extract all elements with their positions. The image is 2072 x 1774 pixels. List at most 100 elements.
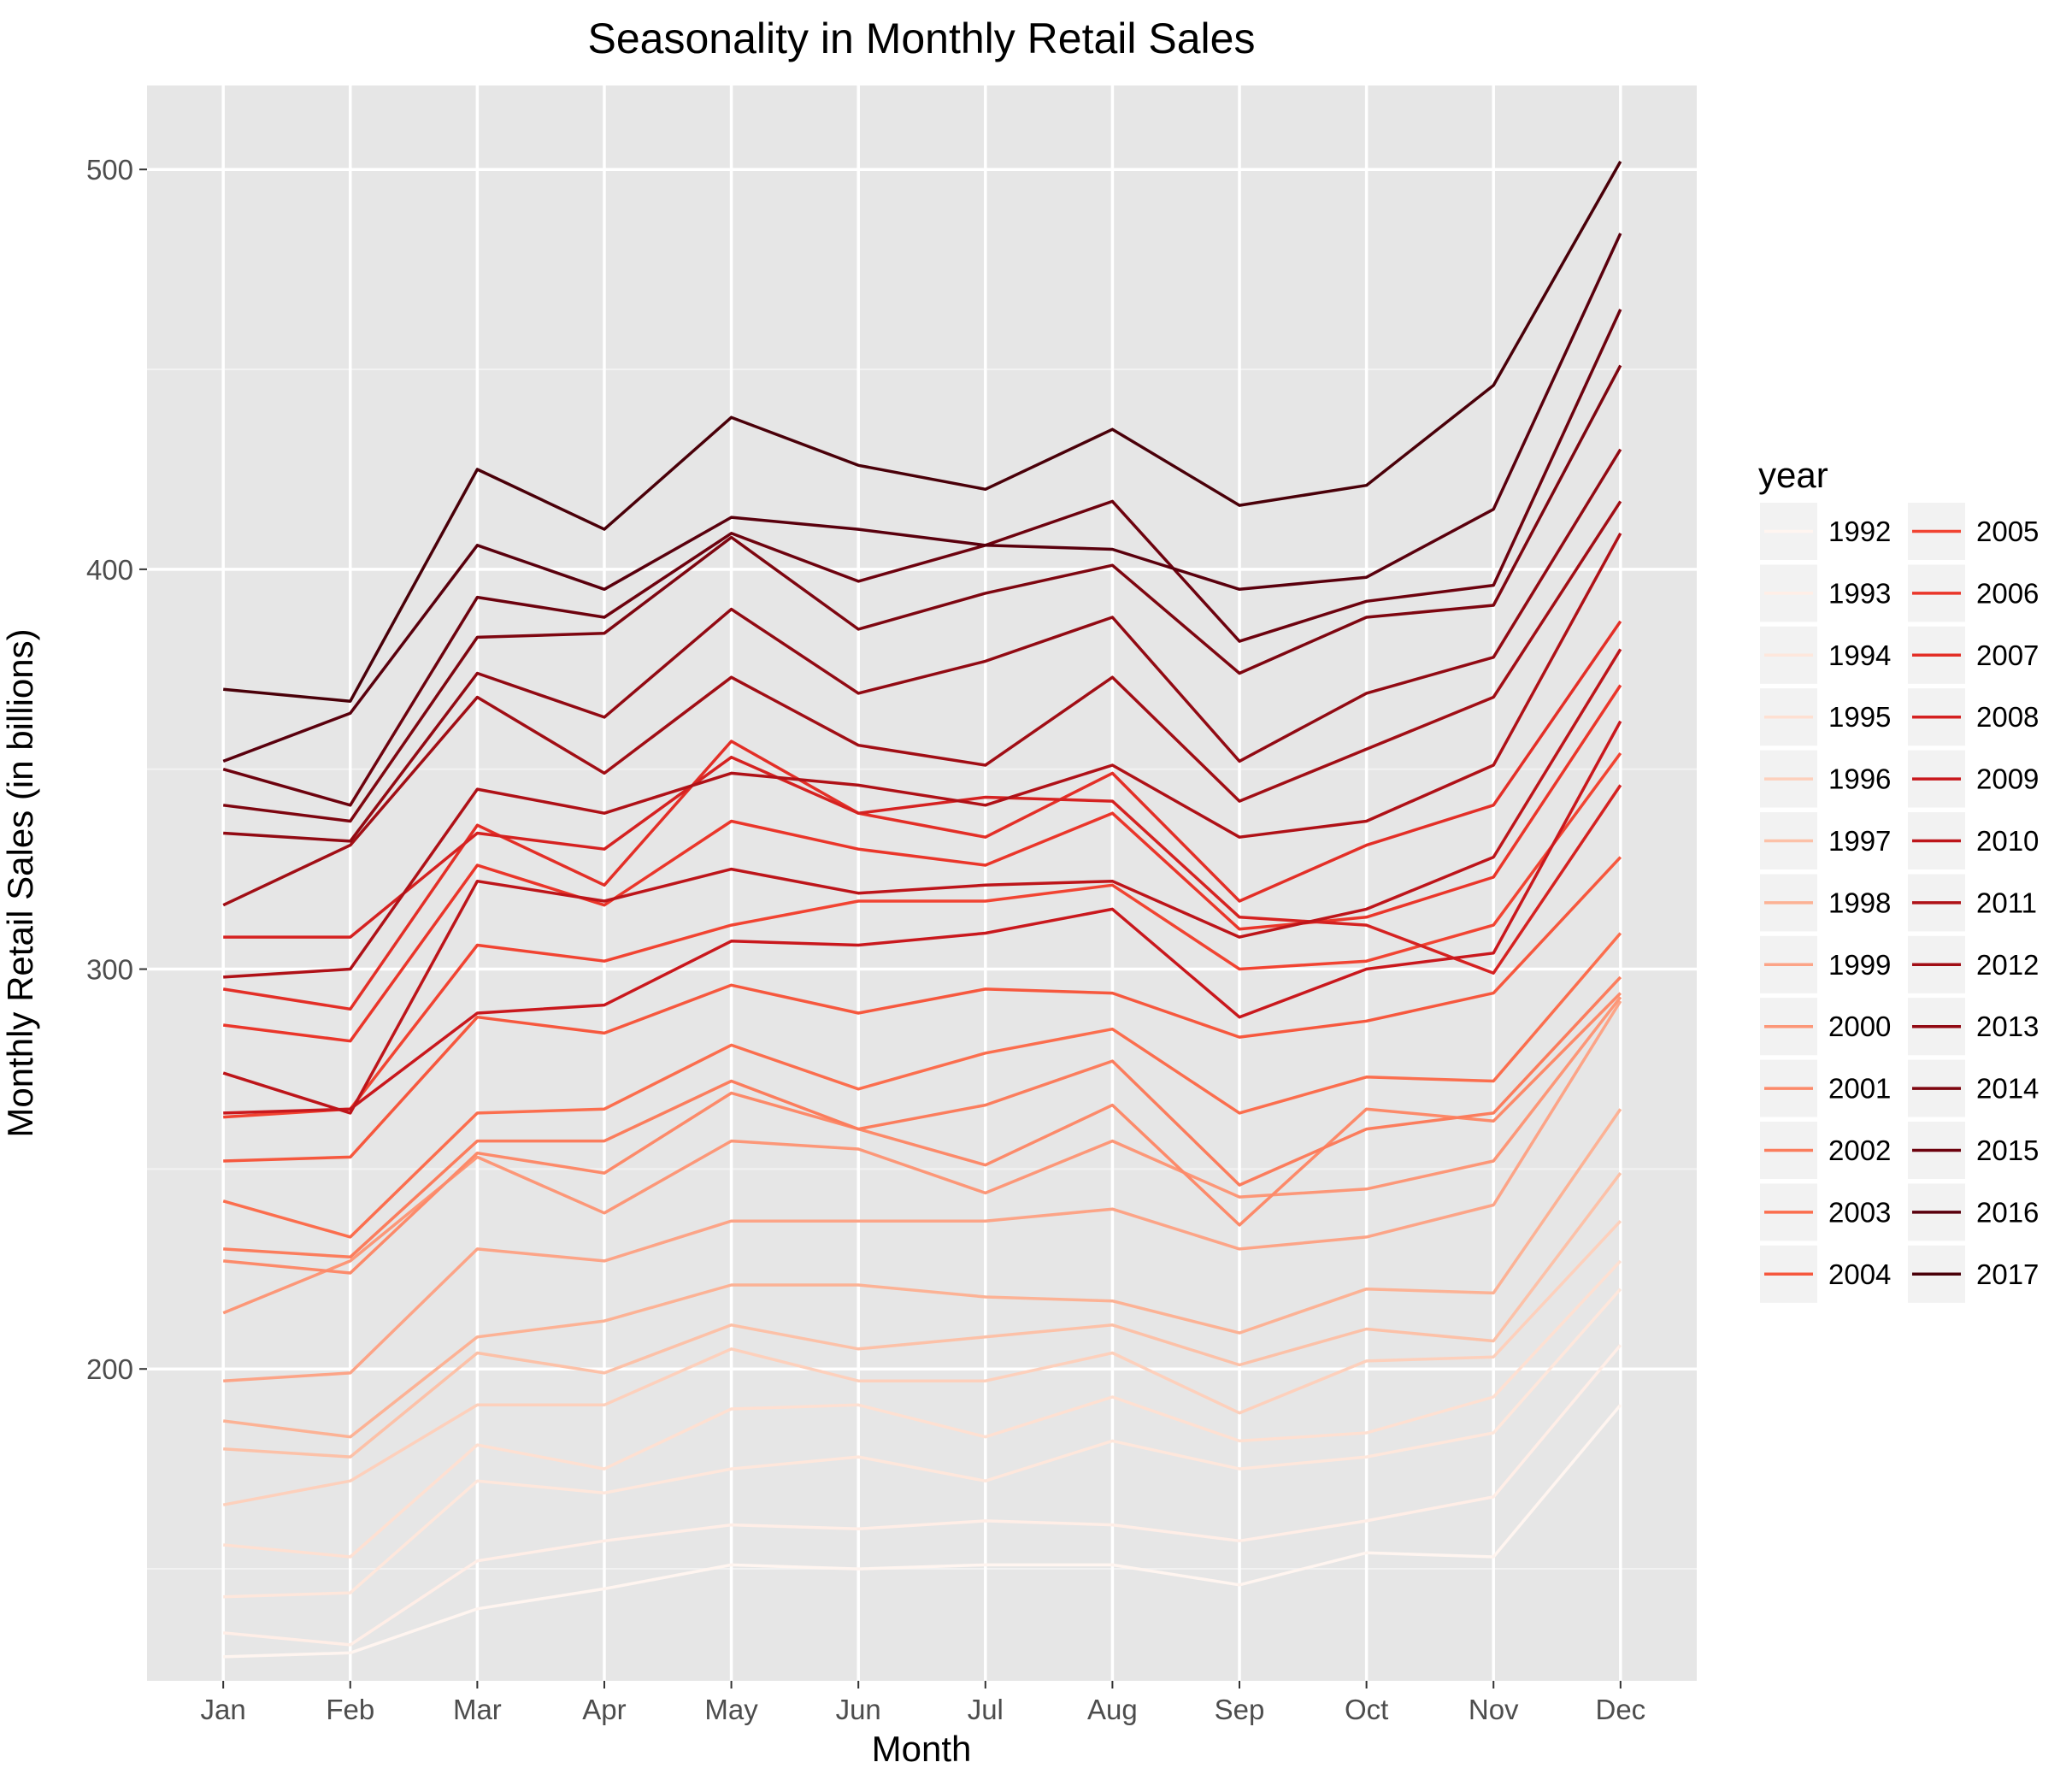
legend-label: 2003: [1828, 1196, 1891, 1228]
x-tick-label: May: [704, 1694, 758, 1725]
legend-item-1994: 1994: [1760, 626, 1891, 684]
legend-item-2003: 2003: [1760, 1183, 1891, 1241]
y-tick-label: 400: [86, 554, 133, 586]
legend-label: 2006: [1976, 577, 2039, 609]
legend-label: 1993: [1828, 577, 1891, 609]
legend-item-1998: 1998: [1760, 874, 1891, 932]
legend-item-2007: 2007: [1908, 626, 2039, 684]
series-line-2009: [223, 720, 1622, 1115]
series-line-2011: [223, 532, 1622, 979]
x-tick-label: Jul: [968, 1694, 1004, 1725]
x-tick-label: Jun: [836, 1694, 881, 1725]
series-line-1996: [222, 1220, 1622, 1506]
legend-label: 1994: [1828, 639, 1891, 671]
legend-label: 2000: [1828, 1011, 1891, 1042]
y-axis-title: Monthly Retail Sales (in billions): [0, 628, 40, 1137]
series-line-2005: [223, 751, 1622, 1119]
series-line-1999: [223, 1000, 1622, 1382]
y-tick-label: 200: [86, 1353, 133, 1385]
legend-item-2006: 2006: [1908, 564, 2039, 622]
series-line-2012: [222, 500, 1622, 907]
legend-item-1999: 1999: [1760, 935, 1891, 993]
legend-label: 1996: [1828, 763, 1891, 795]
legend-item-2012: 2012: [1908, 935, 2039, 993]
legend-label: 2004: [1828, 1258, 1891, 1290]
legend-item-2014: 2014: [1908, 1059, 2039, 1117]
x-axis: Jan Feb Mar Apr May Jun Jul Aug Sep Oct Nov Dec: [201, 1681, 1645, 1725]
legend-label: 2001: [1828, 1073, 1891, 1105]
x-tick-label: Feb: [326, 1694, 374, 1725]
x-tick-label: Mar: [453, 1694, 502, 1725]
legend-label: 2009: [1976, 763, 2039, 795]
series-line-1998: [222, 1108, 1622, 1439]
series-line-2015: [222, 309, 1622, 807]
x-tick-label: Sep: [1215, 1694, 1265, 1725]
x-tick-label: Nov: [1469, 1694, 1519, 1725]
y-axis: 200 300 400 500: [86, 154, 147, 1385]
legend-label: 2007: [1976, 639, 2039, 671]
legend-label: 2015: [1976, 1135, 2039, 1166]
series-line-2006: [222, 684, 1622, 1043]
x-tick-label: Aug: [1087, 1694, 1138, 1725]
series-line-2010: [222, 648, 1622, 1115]
legend-item-2015: 2015: [1908, 1122, 2039, 1179]
legend-item-2004: 2004: [1760, 1245, 1891, 1303]
legend-title: year: [1758, 455, 1828, 495]
legend-item-1995: 1995: [1760, 688, 1891, 746]
chart-title: Seasonality in Monthly Retail Sales: [588, 15, 1256, 62]
legend-item-2013: 2013: [1908, 998, 2039, 1056]
series-line-2014: [222, 364, 1622, 823]
legend-item-1996: 1996: [1760, 750, 1891, 808]
x-axis-title: Month: [872, 1729, 972, 1769]
legend-label: 1995: [1828, 701, 1891, 733]
series-line-2017: [223, 161, 1622, 703]
legend-item-2017: 2017: [1908, 1245, 2039, 1303]
legend-label: 2010: [1976, 825, 2039, 857]
legend-item-1993: 1993: [1760, 564, 1891, 622]
legend-label: 2005: [1976, 516, 2039, 547]
legend-item-1992: 1992: [1760, 503, 1891, 560]
series-lines: [222, 161, 1622, 1659]
legend-label: 1998: [1828, 887, 1891, 918]
legend-label: 1997: [1828, 825, 1891, 857]
legend-label: 2013: [1976, 1011, 2039, 1042]
series-line-2004: [223, 856, 1622, 1163]
legend-label: 2008: [1976, 701, 2039, 733]
legend-label: 2011: [1976, 887, 2037, 918]
legend-item-2000: 2000: [1760, 998, 1891, 1056]
series-line-1993: [223, 1344, 1622, 1647]
plot-panel: [147, 85, 1697, 1681]
x-tick-label: Oct: [1345, 1694, 1388, 1725]
legend-item-2011: 2011: [1908, 874, 2037, 932]
legend-item-1997: 1997: [1760, 812, 1891, 869]
legend-item-2005: 2005: [1908, 503, 2039, 560]
series-line-2002: [223, 975, 1622, 1259]
y-tick-label: 300: [86, 954, 133, 986]
series-line-1995: [223, 1259, 1622, 1559]
legend-label: 1999: [1828, 949, 1891, 981]
legend-label: 2016: [1976, 1196, 2039, 1228]
series-line-2016: [222, 233, 1622, 763]
legend-item-2008: 2008: [1908, 688, 2039, 746]
series-line-2013: [223, 448, 1622, 843]
legend-item-2010: 2010: [1908, 812, 2039, 869]
legend-label: 2017: [1976, 1258, 2039, 1290]
series-line-1997: [223, 1172, 1622, 1459]
series-line-2001: [223, 992, 1622, 1275]
series-line-2003: [222, 932, 1622, 1239]
series-line-2008: [223, 755, 1622, 975]
x-tick-label: Dec: [1595, 1694, 1645, 1725]
legend-item-2016: 2016: [1908, 1183, 2039, 1241]
y-tick-label: 500: [86, 154, 133, 186]
legend-label: 2002: [1828, 1135, 1891, 1166]
legend: year 1992 1993 1994 1995 1996 1997 1998 1999 200…: [1758, 455, 2039, 1303]
legend-item-2001: 2001: [1760, 1059, 1891, 1117]
legend-label: 2014: [1976, 1073, 2039, 1105]
legend-item-2009: 2009: [1908, 750, 2039, 808]
series-line-2007: [222, 620, 1622, 1011]
series-line-1992: [223, 1404, 1622, 1659]
x-tick-label: Apr: [582, 1694, 626, 1725]
legend-item-2002: 2002: [1760, 1122, 1891, 1179]
x-tick-label: Jan: [201, 1694, 246, 1725]
